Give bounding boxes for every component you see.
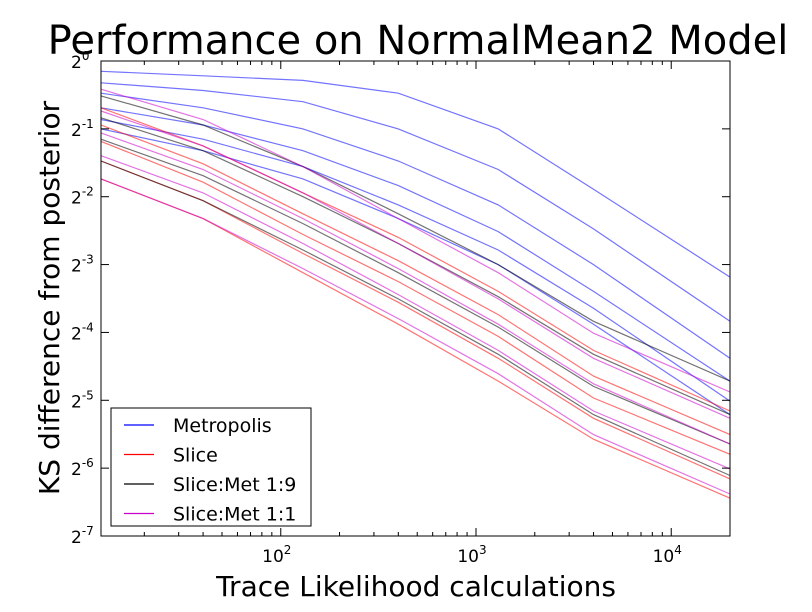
- series-line-slice-met-1-1-3: [100, 132, 731, 445]
- legend-entry-label: Metropolis: [173, 415, 272, 437]
- series-line-slice-met-1-9-3: [100, 138, 731, 445]
- series-line-metropolis-2: [100, 82, 731, 322]
- legend-entry-label: Slice:Met 1:9: [173, 474, 296, 496]
- x-tick-label: 102: [262, 543, 291, 567]
- series-line-slice-3: [100, 140, 731, 455]
- series-line-slice-2: [100, 124, 731, 436]
- y-axis-label: KS difference from posterior: [33, 100, 66, 495]
- series-line-slice-met-1-9-2: [100, 117, 731, 416]
- series-line-metropolis-3: [100, 92, 731, 359]
- y-tick-label: 2-6: [71, 456, 94, 480]
- legend-entry-label: Slice:Met 1:1: [173, 504, 296, 526]
- series-line-slice-met-1-9-4: [100, 160, 731, 477]
- y-tick-label: 2-4: [71, 320, 94, 344]
- plot-lines: [100, 70, 731, 499]
- series-line-slice-met-1-1-2: [100, 110, 731, 419]
- y-tick-label: 2-7: [71, 524, 94, 548]
- series-line-slice-1: [100, 107, 731, 412]
- x-tick-label: 103: [457, 543, 486, 567]
- series-line-metropolis-1: [100, 70, 731, 278]
- y-tick-label: 2-3: [71, 253, 94, 277]
- series-line-metropolis-6: [100, 128, 731, 416]
- x-tick-label: 104: [653, 543, 682, 567]
- series-line-metropolis-5: [100, 118, 731, 402]
- chart-title: Performance on NormalMean2 Model: [48, 18, 789, 64]
- legend: Metropolis Slice Slice:Met 1:9 Slice:Met 1:…: [110, 407, 312, 527]
- plot-frame: [100, 60, 731, 537]
- series-line-slice-met-1-1-4: [100, 155, 731, 470]
- y-tick-label: 2-5: [71, 388, 94, 412]
- y-tick-label: 20: [71, 49, 89, 73]
- x-axis-label: Trace Likelihood calculations: [215, 570, 616, 603]
- series-line-slice-met-1-1-1: [100, 88, 731, 393]
- series-line-slice-met-1-9-1: [100, 95, 731, 382]
- legend-entry-label: Slice: [173, 445, 218, 467]
- y-tick-label: 2-2: [71, 185, 94, 209]
- y-tick-label: 2-1: [71, 117, 94, 141]
- series-line-slice-met-1-1-5: [100, 178, 731, 495]
- legend-box: [110, 407, 312, 527]
